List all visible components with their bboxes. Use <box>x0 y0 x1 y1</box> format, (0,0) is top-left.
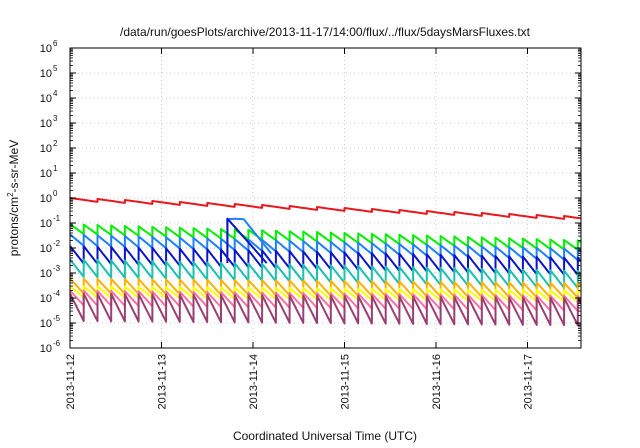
y-axis-label-sup: 2 <box>6 192 15 197</box>
x-tick-label: 2013-11-13 <box>157 354 169 409</box>
series-line-6 <box>69 277 582 299</box>
y-tick-label-exponent: 2 <box>53 139 58 148</box>
y-tick-label: 10 <box>40 68 52 80</box>
y-tick-label: 10 <box>40 118 52 130</box>
y-tick-label: 10 <box>40 218 52 230</box>
y-tick-label: 10 <box>40 93 52 105</box>
y-axis-label: protons/cm2-s-sr-MeV <box>6 140 21 256</box>
event-core-line <box>226 217 268 264</box>
chart-title: /data/run/goesPlots/archive/2013-11-17/1… <box>120 25 531 39</box>
y-tick-label-exponent: 0 <box>53 189 58 198</box>
y-tick-label: 10 <box>40 343 52 355</box>
y-tick-label-exponent: 3 <box>53 114 58 123</box>
y-tick-label-exponent: -6 <box>53 339 61 348</box>
series-line-9 <box>69 292 582 327</box>
x-tick-label: 2013-11-16 <box>431 354 443 409</box>
series-line-4 <box>69 245 582 276</box>
y-tick-label: 10 <box>40 293 52 305</box>
x-tick-label: 2013-11-12 <box>65 354 77 409</box>
y-axis-label-rest: -s-sr-MeV <box>7 140 21 193</box>
y-tick-label: 10 <box>40 168 52 180</box>
series-line-2 <box>69 223 582 251</box>
series-line-5 <box>69 258 582 290</box>
event-enhancement-line <box>226 217 273 255</box>
y-tick-label: 10 <box>40 243 52 255</box>
series-line-7 <box>69 285 582 303</box>
y-tick-label: 10 <box>40 318 52 330</box>
series-line-3 <box>69 233 582 262</box>
y-tick-label: 10 <box>40 143 52 155</box>
y-tick-label-exponent: 4 <box>53 89 58 98</box>
y-tick-label-exponent: -5 <box>53 314 61 323</box>
x-tick-label: 2013-11-17 <box>523 354 535 409</box>
y-tick-label-exponent: -2 <box>53 239 61 248</box>
x-tick-labels: 2013-11-12 2013-11-13 2013-11-14 2013-11-15… <box>65 354 535 409</box>
x-tick-label: 2013-11-14 <box>248 354 260 409</box>
data-series <box>69 197 582 327</box>
y-tick-labels: 10 -610 -510 -410 -310 -210 -110 010 110 210 310 41… <box>40 39 61 355</box>
y-tick-label-exponent: 5 <box>53 64 58 73</box>
y-tick-label-exponent: -4 <box>53 289 61 298</box>
y-tick-label: 10 <box>40 268 52 280</box>
series-line-1 <box>69 197 581 220</box>
y-axis-label-base: protons/cm <box>7 197 21 256</box>
y-tick-label: 10 <box>40 43 52 55</box>
y-tick-label-exponent: -3 <box>53 264 61 273</box>
x-axis-label: Coordinated Universal Time (UTC) <box>233 429 417 443</box>
y-tick-label: 10 <box>40 193 52 205</box>
y-tick-label-exponent: 1 <box>53 164 58 173</box>
y-tick-label-exponent: 6 <box>53 39 58 48</box>
y-tick-label-exponent: -1 <box>53 214 61 223</box>
x-tick-label: 2013-11-15 <box>340 354 352 409</box>
axis-ticks <box>69 47 581 349</box>
